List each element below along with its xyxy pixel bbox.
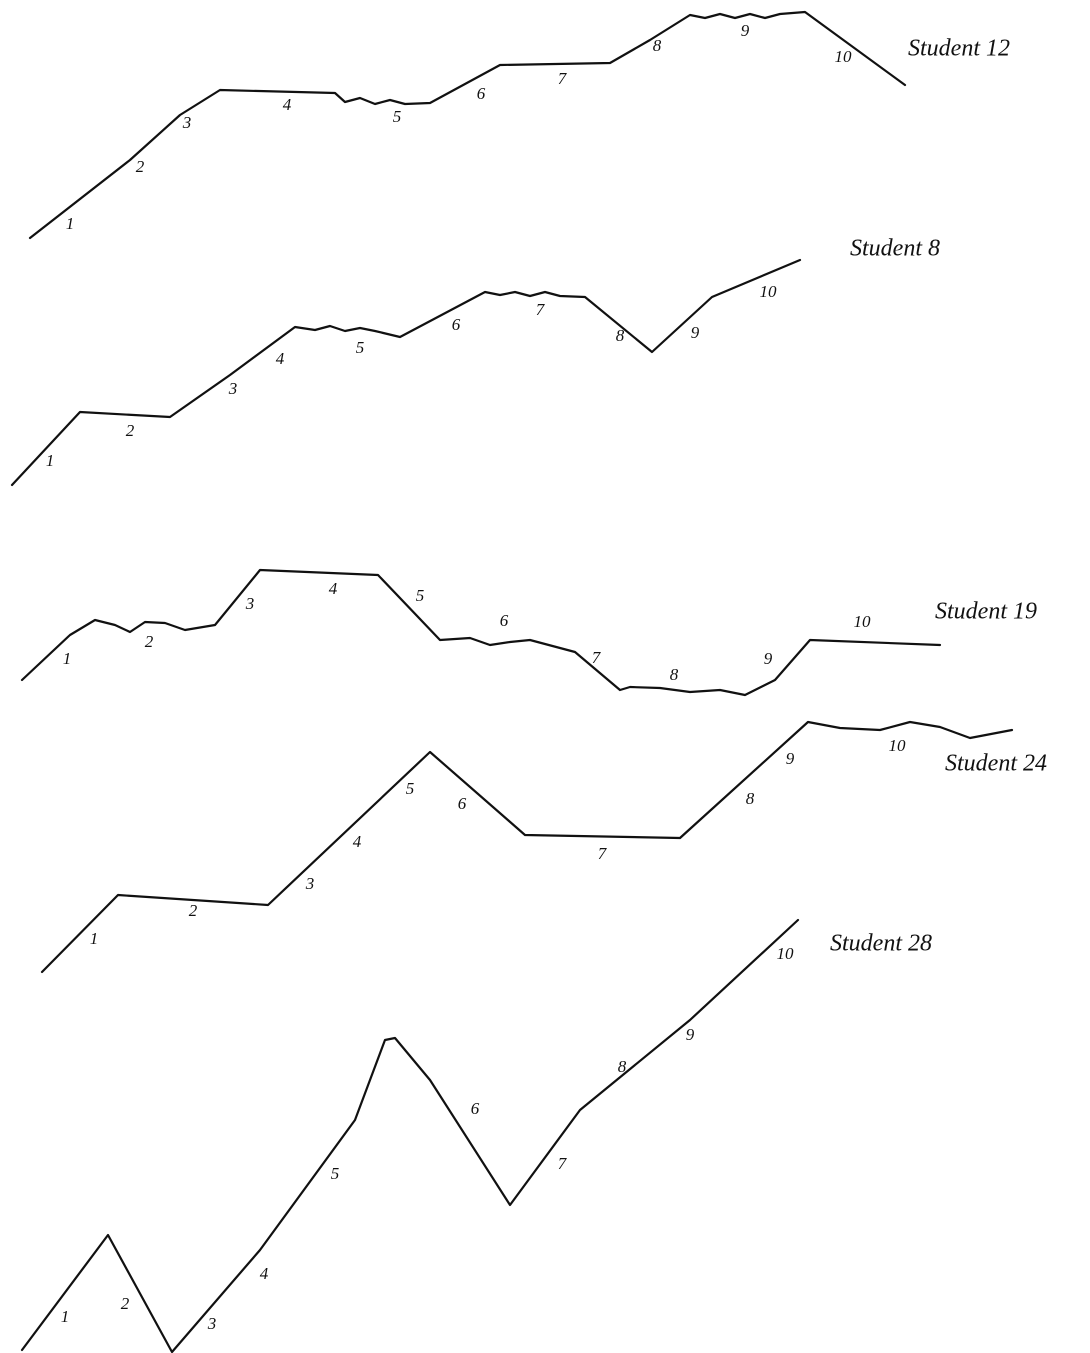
segment-number: 10	[760, 282, 778, 301]
segment-number: 5	[356, 338, 365, 357]
segment-number: 10	[889, 736, 907, 755]
segment-number: 5	[406, 779, 415, 798]
segment-number: 7	[558, 69, 568, 88]
segment-number: 5	[331, 1164, 340, 1183]
segment-number: 3	[182, 113, 192, 132]
segment-number: 9	[786, 749, 795, 768]
segment-number: 2	[126, 421, 135, 440]
segment-number: 10	[854, 612, 872, 631]
segment-number: 2	[121, 1294, 130, 1313]
segment-number: 4	[329, 579, 338, 598]
segment-number: 2	[189, 901, 198, 920]
segment-number: 1	[46, 451, 55, 470]
segment-number: 9	[686, 1025, 695, 1044]
segment-number: 7	[536, 300, 546, 319]
segment-number: 3	[245, 594, 255, 613]
segment-number: 1	[90, 929, 99, 948]
segment-number: 1	[61, 1307, 70, 1326]
segment-number: 10	[835, 47, 853, 66]
segment-number: 10	[777, 944, 795, 963]
segment-number: 5	[393, 107, 402, 126]
segment-number: 5	[416, 586, 425, 605]
segment-number: 7	[598, 844, 608, 863]
segment-number: 6	[452, 315, 461, 334]
segment-number: 6	[471, 1099, 480, 1118]
sketch-line	[22, 920, 798, 1352]
segment-number: 3	[207, 1314, 217, 1333]
segment-number: 9	[691, 323, 700, 342]
segment-number: 1	[66, 214, 75, 233]
student-label: Student 8	[850, 236, 940, 262]
page: {"sketches": [ {"label": "Student 12", "…	[0, 0, 1090, 1353]
segment-number: 4	[276, 349, 285, 368]
segment-number: 6	[477, 84, 486, 103]
segment-number: 3	[228, 379, 238, 398]
sketch-line	[30, 12, 905, 238]
segment-number: 8	[653, 36, 662, 55]
sketch-line	[12, 260, 800, 485]
sketch-line	[22, 570, 940, 695]
segment-number: 2	[145, 632, 154, 651]
segment-number: 7	[592, 648, 602, 667]
segment-number: 8	[616, 326, 625, 345]
segment-number: 9	[741, 21, 750, 40]
segment-number: 4	[283, 95, 292, 114]
segment-number: 8	[618, 1057, 627, 1076]
segment-number: 4	[260, 1264, 269, 1283]
sketch-sheet: Student 12 1 2 3 4 5 6 7 8 9 10 Student 8 1 2 3 4 5 6 7 8 9 1…	[0, 0, 1090, 1353]
student-label: Student 12	[908, 36, 1010, 62]
segment-number: 6	[458, 794, 467, 813]
student-label: Student 28	[830, 931, 932, 957]
segment-number: 8	[746, 789, 755, 808]
segment-number: 3	[305, 874, 315, 893]
student-label: Student 24	[945, 751, 1047, 777]
segment-number: 9	[764, 649, 773, 668]
segment-number: 8	[670, 665, 679, 684]
segment-number: 1	[63, 649, 72, 668]
segment-number: 2	[136, 157, 145, 176]
segment-number: 7	[558, 1154, 568, 1173]
student-label: Student 19	[935, 599, 1037, 625]
segment-number: 4	[353, 832, 362, 851]
segment-number: 6	[500, 611, 509, 630]
